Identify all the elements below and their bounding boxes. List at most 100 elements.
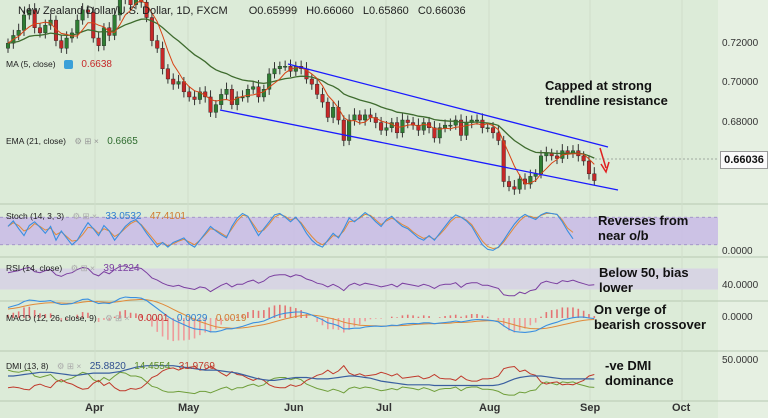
- candle: [432, 127, 437, 139]
- plus-di-line: [7, 369, 595, 396]
- candle: [512, 186, 517, 190]
- stoch-band: [0, 217, 718, 245]
- candle: [37, 27, 42, 34]
- stoch-d-value: 47.4101: [149, 211, 186, 222]
- price-axis-bg: [718, 0, 768, 418]
- y-tick-dmi-50: 50.0000: [722, 355, 759, 366]
- candle: [485, 127, 490, 129]
- macd-hist-value: 0.0001: [137, 313, 169, 324]
- candle: [101, 27, 106, 46]
- stoch-d-line: [7, 213, 574, 250]
- candle: [171, 78, 176, 85]
- candle: [586, 160, 591, 175]
- eye-icon[interactable]: [63, 60, 73, 70]
- candle: [64, 37, 69, 49]
- macd-signal-value: 0.0019: [215, 313, 247, 324]
- candle: [581, 155, 586, 162]
- down-arrow-shaft: [599, 147, 607, 169]
- candle: [357, 114, 362, 121]
- candle: [405, 119, 410, 123]
- macd-signal-line: [7, 298, 595, 330]
- candle: [21, 14, 26, 31]
- candle: [117, 0, 122, 16]
- rsi-value: 39.1224: [103, 263, 140, 274]
- candle: [416, 124, 421, 131]
- ma-legend[interactable]: MA (5, close) 0.6638: [6, 59, 118, 70]
- x-tick-label: Jul: [376, 402, 392, 414]
- settings-icon[interactable]: ⚙ ⊞ ×: [74, 136, 99, 146]
- stoch-label: Stoch (14, 3, 3): [6, 211, 65, 221]
- y-tick-stoch-0: 0.0000: [722, 246, 753, 257]
- candle: [75, 19, 80, 34]
- candle: [336, 107, 341, 121]
- ema-label: EMA (21, close): [6, 136, 66, 146]
- candle: [539, 155, 544, 175]
- candle: [384, 127, 389, 131]
- minus-di-line: [7, 364, 595, 392]
- candle: [229, 89, 234, 105]
- annotation-trendline: Capped at strong trendline resistance: [545, 78, 668, 108]
- candle: [272, 68, 277, 75]
- candle: [496, 132, 501, 141]
- ema-line: [7, 18, 595, 159]
- candle: [491, 127, 496, 134]
- candle: [347, 119, 352, 141]
- candle: [261, 89, 266, 98]
- candle: [443, 124, 448, 128]
- candle: [5, 42, 10, 49]
- y-tick-0-72: 0.72000: [722, 38, 759, 49]
- candle: [16, 30, 21, 36]
- candle: [43, 25, 48, 34]
- candle: [331, 107, 336, 118]
- candle: [373, 117, 378, 123]
- annotation-macd: On verge of bearish crossover: [594, 302, 707, 332]
- stoch-k-line: [7, 211, 574, 251]
- dmi-legend[interactable]: DMI (13, 8) ⚙ ⊞ × 25.8820 14.4554 31.976…: [6, 361, 215, 372]
- x-tick-label: Sep: [580, 402, 601, 414]
- x-tick-label: Jun: [284, 402, 304, 414]
- candle: [32, 9, 37, 28]
- candle: [165, 68, 170, 80]
- macd-value: 0.0029: [176, 313, 208, 324]
- candle: [59, 40, 64, 49]
- ema-legend[interactable]: EMA (21, close) ⚙ ⊞ × 0.6665: [6, 136, 144, 147]
- rsi-line: [7, 265, 595, 297]
- rsi-legend[interactable]: RSI (14, close) ⚙ ⊞ × 39.1224: [6, 263, 140, 274]
- y-tick-macd-0: 0.0000: [722, 312, 753, 323]
- candle: [507, 181, 512, 187]
- chart-header: New Zealand Dollar/U.S. Dollar, 1D, FXCM…: [18, 5, 466, 17]
- candle: [528, 176, 533, 185]
- y-tick-rsi-40: 40.0000: [722, 280, 759, 291]
- down-arrow-head: [600, 161, 610, 174]
- candle: [85, 9, 90, 13]
- x-tick-label: May: [178, 402, 200, 414]
- candle: [155, 40, 160, 49]
- rsi-band: [0, 268, 718, 290]
- candle: [128, 0, 133, 5]
- candle: [245, 89, 250, 98]
- ma-label: MA (5, close): [6, 59, 56, 69]
- stoch-legend[interactable]: Stoch (14, 3, 3) ⚙ ⊞ × 33.0532 47.4101: [6, 211, 186, 222]
- stoch-k-value: 33.0532: [105, 211, 142, 222]
- candle: [149, 17, 154, 41]
- adx-line: [8, 365, 595, 387]
- ema-value: 0.6665: [107, 136, 138, 147]
- rsi-label: RSI (14, close): [6, 263, 63, 273]
- candle: [352, 114, 357, 121]
- x-tick-label: Oct: [672, 402, 691, 414]
- candle: [96, 37, 101, 46]
- macd-line: [7, 296, 595, 333]
- adx-value: 25.8820: [89, 361, 126, 372]
- candle: [459, 119, 464, 136]
- candle: [251, 86, 256, 90]
- macd-legend[interactable]: MACD (12, 26, close, 9) ⚙ ⊞ × 0.0001 0.0…: [6, 313, 247, 324]
- symbol-title: New Zealand Dollar/U.S. Dollar, 1D, FXCM: [18, 5, 228, 17]
- y-tick-0-68: 0.68000: [722, 117, 759, 128]
- candle: [213, 104, 218, 113]
- channel-top-line: [287, 63, 609, 148]
- candle: [501, 140, 506, 182]
- ma-value: 0.6638: [81, 59, 112, 70]
- annotation-rsi: Below 50, bias lower: [599, 265, 689, 295]
